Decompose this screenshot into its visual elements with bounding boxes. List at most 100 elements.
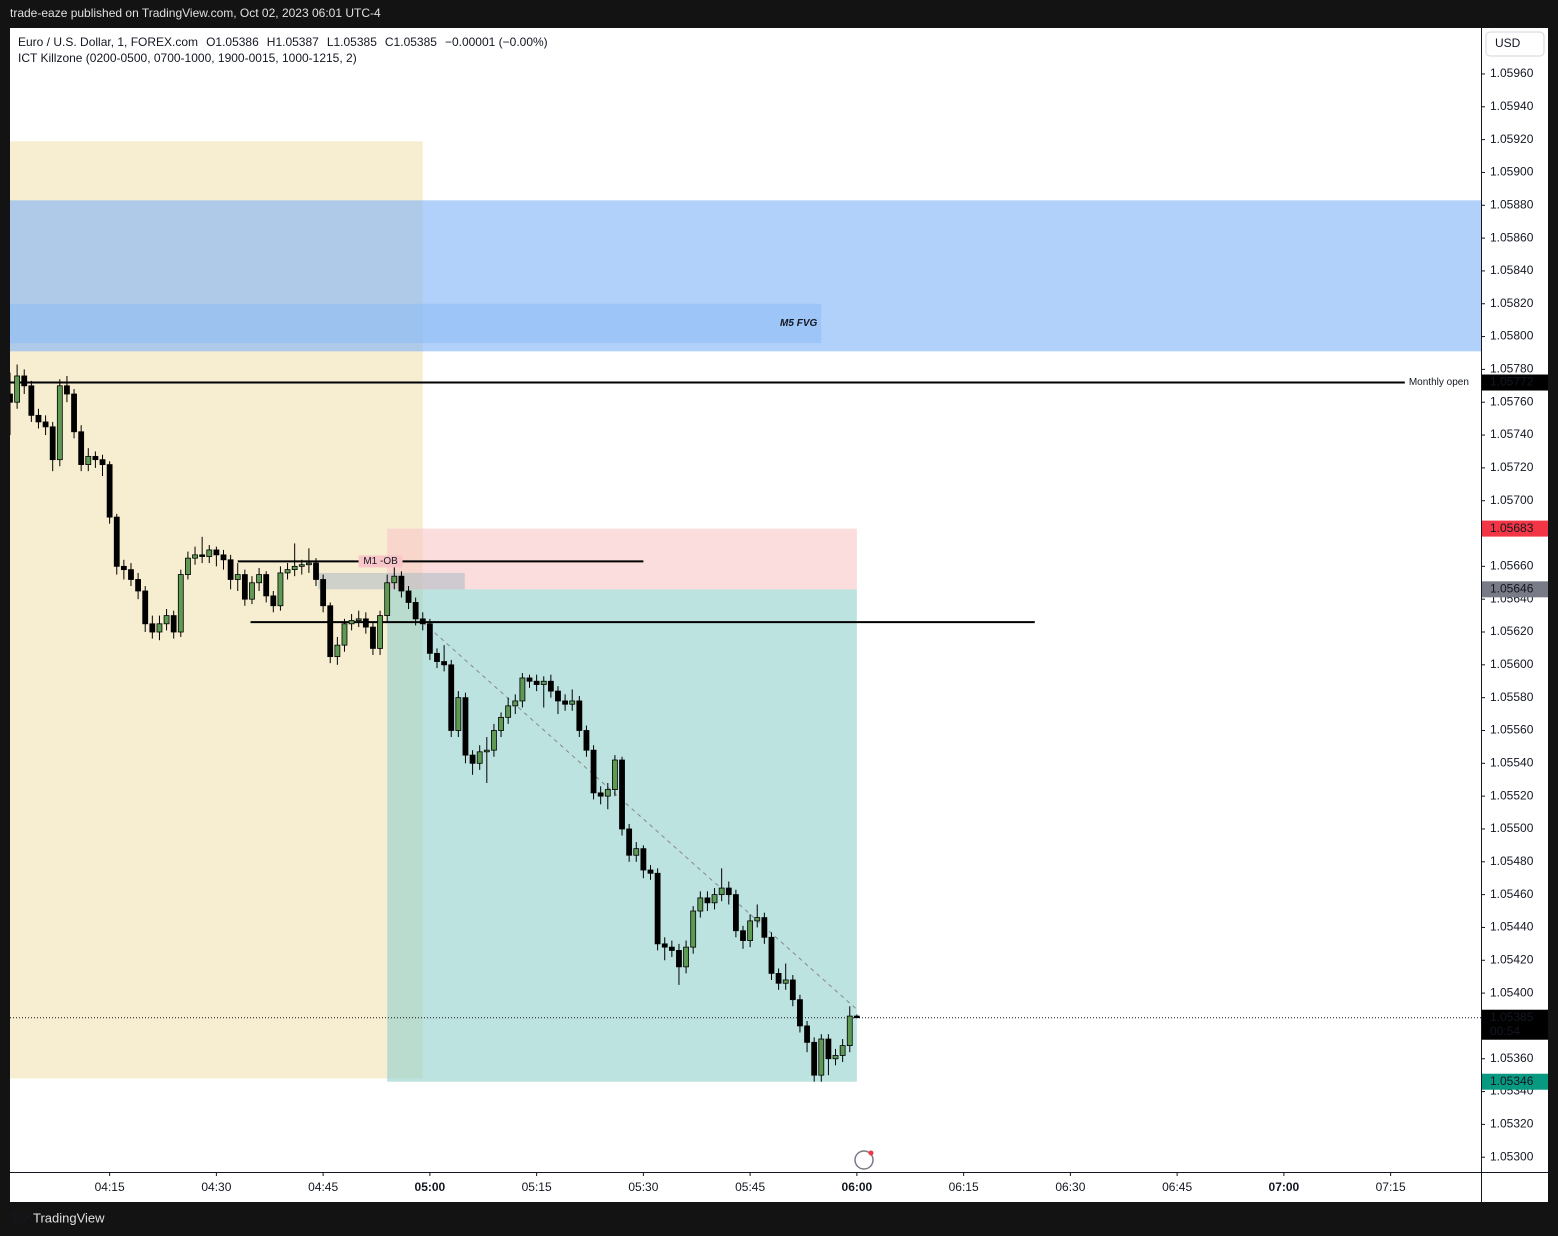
- candle-body: [483, 749, 490, 753]
- candle-body: [291, 565, 298, 571]
- y-tick-label: 1.05560: [1490, 723, 1534, 737]
- x-tick-label: 07:15: [1376, 1180, 1406, 1194]
- candle-body: [668, 946, 675, 951]
- legend: Euro / U.S. Dollar, 1, FOREX.com O1.05386…: [18, 35, 548, 49]
- candle-body: [120, 565, 127, 571]
- price-marker: [1482, 1009, 1548, 1040]
- candle-body: [441, 661, 448, 666]
- line-label-bg: [358, 555, 403, 568]
- x-tick-label: 06:30: [1055, 1180, 1085, 1194]
- candle-body: [298, 564, 305, 567]
- candle-body: [348, 620, 355, 625]
- y-tick-label: 1.05760: [1490, 394, 1534, 408]
- candle-body: [697, 897, 704, 912]
- candle-body: [149, 623, 156, 633]
- candle-body: [633, 848, 640, 856]
- candle-body: [519, 677, 526, 702]
- candle-body: [676, 950, 682, 968]
- candle-body: [498, 716, 504, 731]
- candle-body: [690, 910, 697, 948]
- y-tick-label: 1.05920: [1490, 132, 1534, 146]
- candle-body: [206, 549, 213, 557]
- y-tick-label: 1.05900: [1490, 165, 1534, 179]
- candle-body: [85, 455, 92, 465]
- candle-body: [590, 749, 597, 794]
- candle-body: [64, 385, 70, 395]
- candle-body: [185, 557, 191, 575]
- y-tick-label: 1.05620: [1490, 624, 1534, 638]
- y-tick-label: 1.05300: [1490, 1149, 1534, 1163]
- candle-body: [355, 618, 362, 621]
- candle-body: [434, 652, 440, 662]
- candle-body: [56, 385, 63, 461]
- candle-body: [640, 848, 647, 871]
- drawn-line: [422, 621, 858, 1010]
- candle-body: [419, 618, 426, 625]
- candle-body: [220, 554, 227, 561]
- candle-body: [249, 582, 255, 600]
- candle-body: [540, 680, 547, 685]
- candle-body: [583, 730, 590, 751]
- candle-body: [555, 690, 561, 702]
- y-tick-label: 1.05860: [1490, 230, 1534, 244]
- currency[interactable]: USD: [1495, 36, 1521, 50]
- y-tick-label: 1.05960: [1490, 66, 1534, 80]
- publisher: trade-eaze published on TradingView.com,…: [10, 6, 381, 20]
- y-tick-label: 1.05700: [1490, 493, 1534, 507]
- candle-body: [35, 414, 42, 423]
- price-marker-label: 1.05346: [1490, 1074, 1534, 1088]
- candle-body: [284, 569, 291, 574]
- candle-body: [42, 421, 49, 428]
- x-tick-label: 07:00: [1269, 1180, 1300, 1194]
- candle-body: [647, 869, 654, 874]
- candle-body: [725, 887, 732, 896]
- candle-body: [704, 897, 711, 904]
- y-tick-label: 1.05420: [1490, 952, 1534, 966]
- candle-body: [505, 705, 512, 718]
- x-tick-label: 04:45: [308, 1180, 338, 1194]
- candle-body: [619, 759, 625, 830]
- candle-body: [128, 569, 134, 580]
- plot: M5 FVG M1 -OB: [10, 141, 1481, 1082]
- candle-body: [234, 574, 241, 580]
- candle-body: [49, 426, 56, 461]
- candle-body: [761, 917, 768, 938]
- candle-body: [362, 618, 369, 628]
- y-tick-label: 1.05740: [1490, 427, 1534, 441]
- currency-button[interactable]: [1485, 31, 1545, 57]
- candle-body: [263, 574, 270, 597]
- candle-body: [654, 872, 661, 945]
- candle-body: [113, 516, 120, 567]
- candle-body: [718, 887, 725, 896]
- y-tick-label: 1.05820: [1490, 296, 1534, 310]
- candle-body: [142, 590, 149, 625]
- candle-body: [768, 936, 775, 974]
- candle-body: [512, 700, 519, 707]
- candle-body: [832, 1055, 839, 1060]
- candle-body: [747, 920, 754, 941]
- candle-body: [213, 549, 220, 556]
- candle-body: [469, 754, 476, 764]
- x-tick-label: 04:15: [95, 1180, 125, 1194]
- y-tick-label: 1.05520: [1490, 788, 1534, 802]
- candle-body: [405, 590, 412, 603]
- y-tick-label: 1.05540: [1490, 755, 1534, 769]
- footer-logo: TradingView: [33, 1210, 105, 1225]
- candle-body: [71, 393, 77, 433]
- y-tick-label: 1.05460: [1490, 887, 1534, 901]
- candle-body: [782, 979, 789, 984]
- candle-body: [163, 615, 170, 625]
- candle-body: [14, 375, 21, 403]
- candle-body: [313, 562, 319, 580]
- logo-mark: ⊤↗: [10, 1211, 31, 1225]
- y-tick-label: 1.05360: [1490, 1051, 1534, 1065]
- y-tick-label: 1.05600: [1490, 657, 1534, 671]
- candle-body: [661, 943, 668, 948]
- y-tick-label: 1.05580: [1490, 690, 1534, 704]
- price-marker-label: 1.05385: [1490, 1010, 1534, 1024]
- replay-icon[interactable]: [854, 1150, 874, 1170]
- legend-close: C1.05385: [385, 35, 437, 49]
- candle-body: [241, 574, 248, 600]
- y-tick-label: 1.05660: [1490, 559, 1534, 573]
